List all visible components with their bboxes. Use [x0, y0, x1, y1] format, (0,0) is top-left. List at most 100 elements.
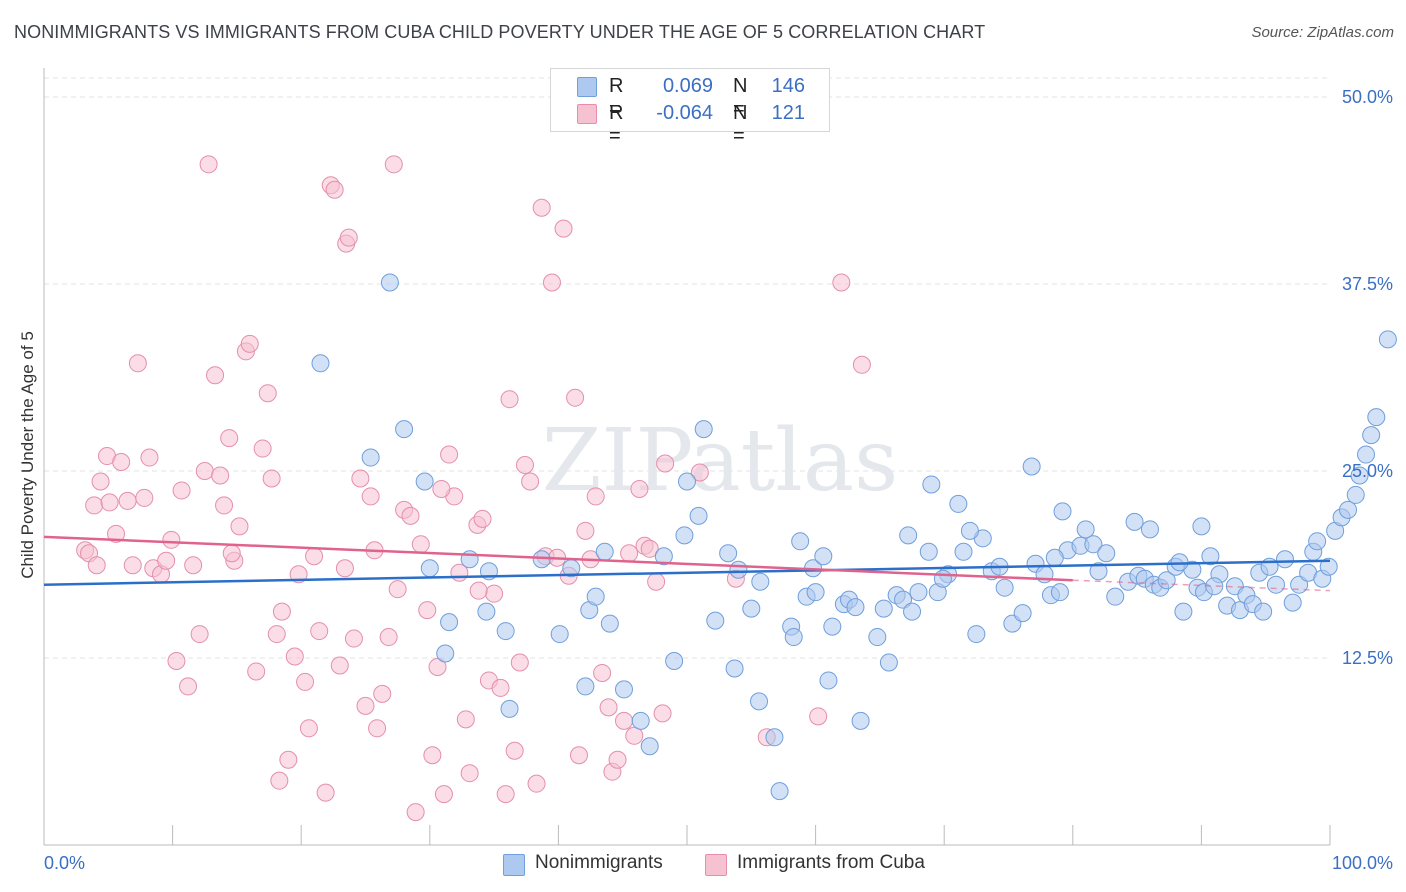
immigrants-from-cuba-point-3: [87, 556, 106, 575]
immigrants-from-cuba-point-60: [388, 580, 407, 599]
nonimmigrants-point-123: [960, 521, 979, 540]
immigrants-from-cuba-point-68: [434, 785, 453, 804]
legend-r-label: R =: [609, 75, 624, 120]
immigrants-from-cuba-point-38: [272, 602, 291, 621]
nonimmigrants-point-3: [395, 420, 414, 439]
immigrants-from-cuba-point-88: [542, 273, 561, 292]
immigrants-from-cuba-point-121: [222, 544, 241, 563]
nonimmigrants-point-12: [500, 699, 519, 718]
x-tick-label-min: 0.0%: [44, 853, 85, 873]
immigrants-from-cuba-point-9: [118, 491, 137, 510]
immigrants-from-cuba-point-4: [91, 472, 110, 491]
immigrants-from-cuba-point-51: [339, 228, 358, 247]
immigrants-from-cuba-point-110: [690, 463, 709, 482]
immigrants-from-cuba-point-52: [344, 629, 363, 648]
legend-swatch-blue: [577, 77, 597, 97]
immigrants-from-cuba-point-59: [384, 155, 403, 174]
nonimmigrants-point-116: [784, 628, 803, 647]
nonimmigrants-point-104: [1308, 532, 1327, 551]
immigrants-from-cuba-point-54: [356, 696, 375, 715]
immigrants-from-cuba-point-69: [440, 445, 459, 464]
immigrants-from-cuba-point-8: [112, 453, 131, 472]
nonimmigrants-point-120: [725, 659, 744, 678]
nonimmigrants-point-73: [1084, 535, 1103, 554]
y-tick-label-2: 37.5%: [1342, 274, 1393, 294]
legend-n-value: 146: [771, 75, 805, 97]
immigrants-from-cuba-point-81: [505, 741, 524, 760]
immigrants-from-cuba-point-67: [428, 657, 447, 676]
nonimmigrants-point-99: [1275, 550, 1294, 569]
immigrants-from-cuba-point-106: [640, 539, 659, 558]
immigrants-from-cuba-point-73: [460, 764, 479, 783]
immigrants-from-cuba-point-33: [247, 662, 266, 681]
nonimmigrants-point-11: [496, 622, 515, 641]
immigrants-from-cuba-point-98: [599, 698, 618, 717]
nonimmigrants-point-75: [1097, 544, 1116, 563]
legend-r-value: 0.069: [662, 75, 713, 97]
correlation-legend: R = 0.069 N = 146 R = -0.064 N = 121: [550, 68, 830, 147]
nonimmigrants-point-33: [742, 599, 761, 618]
nonimmigrants-point-129: [1192, 517, 1211, 536]
x-tick-label-max: 100.0%: [1332, 853, 1393, 873]
immigrants-from-cuba-point-10: [123, 556, 142, 575]
immigrants-from-cuba-point-86: [532, 198, 551, 217]
nonimmigrants-point-6: [436, 644, 455, 663]
immigrants-from-cuba-point-77: [485, 584, 504, 603]
immigrants-from-cuba-point-83: [515, 456, 534, 475]
immigrants-from-cuba-point-72: [456, 710, 475, 729]
bottom-legend-immigrants-from-cuba[interactable]: Immigrants from Cuba: [705, 852, 955, 876]
nonimmigrants-point-5: [420, 559, 439, 578]
nonimmigrants-point-65: [1013, 604, 1032, 623]
immigrants-from-cuba-point-13: [140, 448, 159, 467]
nonimmigrants-point-31: [719, 544, 738, 563]
immigrants-from-cuba-point-44: [305, 547, 324, 566]
nonimmigrants-point-119: [750, 692, 769, 711]
nonimmigrants-point-50: [894, 590, 913, 609]
immigrants-from-cuba-point-63: [406, 803, 425, 822]
immigrants-from-cuba-point-7: [107, 524, 126, 543]
bottom-legend-nonimmigrants[interactable]: Nonimmigrants: [503, 852, 693, 876]
immigrants-from-cuba-point-25: [206, 366, 225, 385]
nonimmigrants-point-22: [631, 711, 650, 730]
nonimmigrants-point-34: [751, 572, 770, 591]
nonimmigrants-point-88: [1201, 547, 1220, 566]
immigrants-from-cuba-point-75: [473, 509, 492, 528]
nonimmigrants-point-7: [440, 613, 459, 632]
immigrants-from-cuba-point-46: [316, 783, 335, 802]
nonimmigrants-point-121: [899, 526, 918, 545]
immigrants-from-cuba-point-79: [496, 785, 515, 804]
immigrants-from-cuba-point-120: [335, 559, 354, 578]
nonimmigrants-point-69: [1050, 583, 1069, 602]
bottom-legend-label: Nonimmigrants: [535, 852, 663, 873]
nonimmigrants-point-21: [614, 680, 633, 699]
immigrants-from-cuba-point-82: [510, 653, 529, 672]
immigrants-from-cuba-point-56: [368, 719, 387, 738]
nonimmigrants-point-27: [678, 472, 696, 491]
nonimmigrants-point-16: [576, 677, 595, 696]
immigrants-from-cuba-point-42: [296, 672, 315, 691]
immigrants-from-cuba-point-55: [361, 487, 380, 506]
nonimmigrants-point-30: [706, 611, 725, 630]
legend-r-value: -0.064: [656, 102, 713, 124]
nonimmigrants-point-23: [640, 737, 659, 756]
immigrants-from-cuba-point-36: [262, 469, 281, 488]
y-axis-title: Child Poverty Under the Age of 5: [18, 331, 37, 579]
immigrants-from-cuba-point-94: [576, 521, 595, 540]
nonimmigrants-point-110: [1346, 485, 1365, 504]
immigrants-from-cuba-point-66: [423, 746, 442, 765]
nonimmigrants-point-112: [1357, 445, 1376, 464]
immigrants-from-cuba-point-58: [379, 628, 398, 647]
nonimmigrants-point-52: [909, 583, 928, 602]
immigrants-from-cuba-point-34: [253, 439, 272, 458]
immigrants-from-cuba-point-84: [521, 472, 540, 491]
y-tick-label-3: 50.0%: [1342, 87, 1393, 107]
immigrants-from-cuba-point-118: [432, 479, 451, 498]
source-label: Source: ZipAtlas.com: [1251, 24, 1394, 41]
nonimmigrants-point-45: [846, 598, 865, 617]
nonimmigrants-point-2: [361, 448, 380, 467]
immigrants-from-cuba-point-40: [285, 647, 304, 666]
nonimmigrants-point-106: [1319, 557, 1338, 576]
nonimmigrants-point-18: [586, 587, 605, 606]
immigrants-from-cuba-point-27: [215, 496, 234, 515]
